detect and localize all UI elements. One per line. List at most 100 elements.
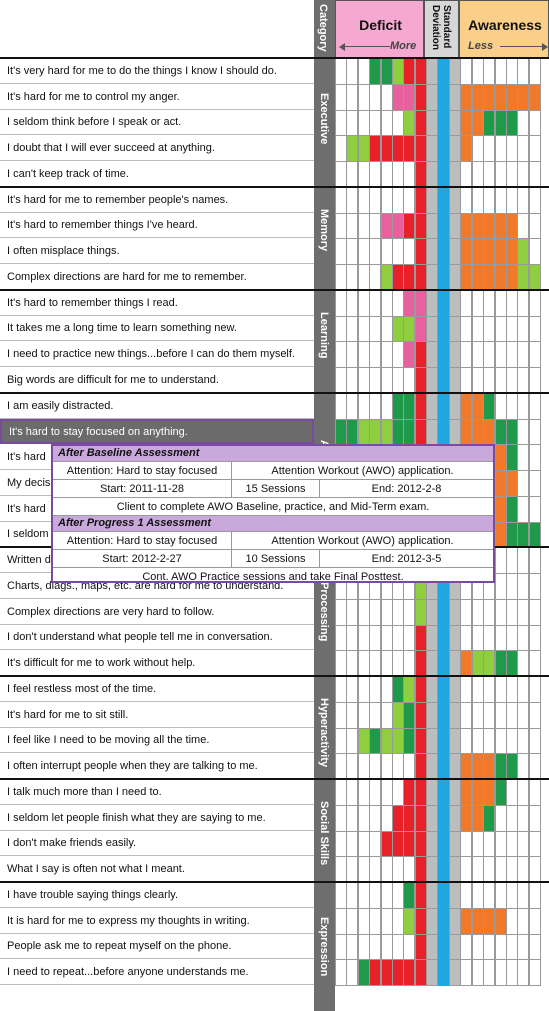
rating-cell — [392, 728, 404, 754]
category-strip: Learning — [314, 290, 335, 393]
rating-cell — [449, 161, 461, 188]
statement-row[interactable]: It's very hard for me to do the things I… — [0, 58, 314, 84]
rating-cell — [403, 779, 416, 806]
rating-cell — [506, 934, 518, 960]
rating-cell — [346, 264, 359, 291]
rating-cell — [346, 753, 359, 780]
rating-cell — [483, 831, 496, 857]
statement-row[interactable]: I talk much more than I need to. — [0, 779, 314, 805]
rating-cell — [471, 882, 484, 909]
statement-row[interactable]: It's hard for me to control my anger. — [0, 84, 314, 110]
statement-row[interactable]: Complex directions are hard for me to re… — [0, 264, 314, 290]
rating-cell — [357, 316, 370, 342]
rating-cell — [494, 805, 507, 832]
rating-cell — [506, 625, 518, 651]
rating-cell — [483, 213, 496, 239]
rating-cell — [494, 625, 507, 651]
rating-cell — [506, 599, 518, 626]
rating-cell — [392, 882, 404, 909]
std-dev-bar-cell — [437, 702, 450, 729]
statement-row[interactable]: It is hard for me to express my thoughts… — [0, 908, 314, 934]
rating-cell — [357, 187, 370, 214]
statement-row[interactable]: It's difficult for me to work without he… — [0, 650, 314, 676]
statement-row[interactable]: It's hard for me to sit still. — [0, 702, 314, 728]
statement-row[interactable]: I am easily distracted. — [0, 393, 314, 419]
statement-row[interactable]: People ask me to repeat myself on the ph… — [0, 934, 314, 959]
std-dev-bar-cell — [437, 650, 450, 677]
rating-cell — [403, 650, 416, 677]
rating-cell — [414, 135, 427, 162]
statement-row[interactable]: What I say is often not what I meant. — [0, 856, 314, 882]
rating-cell — [414, 58, 427, 85]
statement-row[interactable]: I doubt that I will ever succeed at anyt… — [0, 135, 314, 161]
rating-cell — [414, 161, 427, 188]
statement-row[interactable]: It's hard for me to remember people's na… — [0, 187, 314, 213]
statement-row[interactable]: It's hard to remember things I read. — [0, 290, 314, 316]
rating-cell — [380, 599, 393, 626]
rating-cell — [392, 367, 404, 394]
rating-cell — [506, 779, 518, 806]
statement-row[interactable]: I often interrupt people when they are t… — [0, 753, 314, 779]
rating-cell — [414, 110, 427, 136]
std-dev-bar-cell — [437, 341, 450, 368]
rating-cell — [392, 419, 404, 445]
category-header-label: Category — [317, 4, 329, 52]
statement-row[interactable]: It's hard to stay focused on anything. — [0, 419, 314, 444]
rating-cell — [506, 290, 518, 317]
statement-row[interactable]: Complex directions are very hard to foll… — [0, 599, 314, 625]
rating-cell — [460, 341, 473, 368]
rating-cell — [392, 702, 404, 729]
rating-cell — [414, 84, 427, 111]
category-header: Category — [314, 0, 335, 58]
rating-cell — [494, 135, 507, 162]
rating-cell — [494, 496, 507, 523]
rating-cell — [483, 882, 496, 909]
rating-cell — [528, 161, 541, 188]
statement-row[interactable]: I don't make friends easily. — [0, 831, 314, 856]
more-arrow-icon — [342, 46, 390, 47]
rating-cell — [392, 856, 404, 883]
rating-cell — [357, 728, 370, 754]
progress-note: Cont. AWO Practice sessions and take Fin… — [142, 570, 404, 583]
statement-row[interactable]: I seldom think before I speak or act. — [0, 110, 314, 135]
statement-row[interactable]: I need to practice new things...before I… — [0, 341, 314, 367]
rating-cell — [346, 831, 359, 857]
rating-cell — [346, 290, 359, 317]
statement-row[interactable]: I can't keep track of time. — [0, 161, 314, 187]
std-dev-bar-cell — [437, 856, 450, 883]
rating-cell — [426, 135, 439, 162]
statement-row[interactable]: I feel like I need to be moving all the … — [0, 728, 314, 753]
rating-cell — [471, 161, 484, 188]
rating-cell — [528, 316, 541, 342]
std-dev-bar-cell — [437, 599, 450, 626]
statement-row[interactable]: I often misplace things. — [0, 238, 314, 264]
rating-cell — [517, 213, 530, 239]
statement-row[interactable]: Big words are difficult for me to unders… — [0, 367, 314, 393]
rating-cell — [392, 264, 404, 291]
rating-cell — [506, 84, 518, 111]
rating-cell — [517, 238, 530, 265]
statement-row[interactable]: It takes me a long time to learn somethi… — [0, 316, 314, 341]
statement-row[interactable]: I don't understand what people tell me i… — [0, 625, 314, 650]
assessment-popup[interactable]: After Baseline Assessment Attention: Har… — [51, 444, 495, 583]
statement-row[interactable]: It's hard to remember things I've heard. — [0, 213, 314, 238]
statement-row[interactable]: I need to repeat...before anyone underst… — [0, 959, 314, 985]
rating-cell — [403, 934, 416, 960]
rating-cell — [483, 908, 496, 935]
statement-row[interactable]: I seldom let people finish what they are… — [0, 805, 314, 831]
rating-cell — [471, 341, 484, 368]
rating-cell — [369, 856, 382, 883]
rating-cell — [392, 805, 404, 832]
rating-cell — [357, 161, 370, 188]
rating-cell — [517, 110, 530, 136]
rating-cell — [528, 856, 541, 883]
statement-row[interactable]: I feel restless most of the time. — [0, 676, 314, 702]
rating-cell — [335, 58, 347, 85]
rating-cell — [414, 908, 427, 935]
rating-cell — [494, 419, 507, 445]
baseline-section-title: After Baseline Assessment — [53, 446, 493, 461]
rating-cell — [403, 367, 416, 394]
std-dev-bar-cell — [437, 831, 450, 857]
statement-row[interactable]: I have trouble saying things clearly. — [0, 882, 314, 908]
rating-cell — [494, 702, 507, 729]
